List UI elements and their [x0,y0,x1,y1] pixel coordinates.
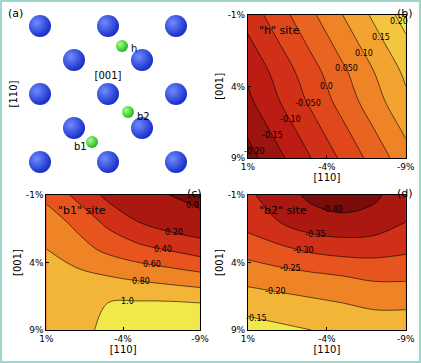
svg-text:-0.35: -0.35 [305,230,326,239]
svg-text:4%: 4% [231,258,246,268]
svg-text:1%: 1% [241,162,256,172]
svg-text:(a): (a) [8,7,23,20]
svg-text:1%: 1% [39,334,54,344]
svg-text:[110]: [110] [313,172,340,183]
svg-text:-0.30: -0.30 [293,246,314,255]
svg-text:[110]: [110] [8,80,19,107]
svg-text:-4%: -4% [318,334,336,344]
svg-text:0.0: 0.0 [320,82,333,91]
svg-text:-0.050: -0.050 [295,99,321,108]
svg-text:0.0: 0.0 [186,201,199,210]
svg-text:[001]: [001] [12,249,23,276]
svg-text:-9%: -9% [397,162,415,172]
svg-text:h: h [131,43,137,54]
svg-text:0.40: 0.40 [154,245,172,254]
svg-text:0.80: 0.80 [132,277,150,286]
svg-text:1%: 1% [241,334,256,344]
svg-text:0.10: 0.10 [355,49,373,58]
svg-text:0.20: 0.20 [390,17,408,26]
svg-text:9%: 9% [29,325,44,335]
svg-text:-9%: -9% [397,334,415,344]
svg-text:-4%: -4% [318,162,336,172]
svg-text:0.15: 0.15 [372,33,390,42]
svg-text:(c): (c) [187,187,202,200]
svg-text:-0.20: -0.20 [265,287,286,296]
svg-text:"h" site: "h" site [259,24,300,37]
svg-text:4%: 4% [231,82,246,92]
svg-text:-0.10: -0.10 [280,115,301,124]
svg-text:[001]: [001] [214,73,225,100]
svg-text:0.60: 0.60 [143,260,161,269]
svg-text:0.050: 0.050 [335,64,358,73]
svg-text:b2: b2 [137,111,150,122]
svg-text:(d): (d) [397,187,413,200]
svg-text:-1%: -1% [228,10,246,20]
svg-text:-0.15: -0.15 [262,131,283,140]
svg-text:9%: 9% [231,153,246,163]
svg-text:-9%: -9% [191,334,209,344]
svg-text:-0.25: -0.25 [280,264,301,273]
svg-text:-0.15: -0.15 [246,314,267,323]
svg-text:4%: 4% [29,258,44,268]
svg-text:b1: b1 [74,141,87,152]
svg-text:-0.20: -0.20 [244,147,265,156]
svg-text:1.0: 1.0 [121,297,134,306]
svg-text:-4%: -4% [114,334,132,344]
svg-text:(b): (b) [397,7,413,20]
svg-text:[001]: [001] [95,70,122,81]
svg-text:0.20: 0.20 [165,228,183,237]
svg-text:-1%: -1% [26,190,44,200]
svg-text:"b1" site: "b1" site [58,204,106,217]
svg-text:[110]: [110] [313,344,340,355]
svg-text:[110]: [110] [110,344,137,355]
svg-text:[001]: [001] [214,249,225,276]
svg-text:9%: 9% [231,325,246,335]
svg-text:-0.40: -0.40 [322,205,343,214]
svg-text:-1%: -1% [228,190,246,200]
svg-text:"b2" site: "b2" site [259,204,307,217]
